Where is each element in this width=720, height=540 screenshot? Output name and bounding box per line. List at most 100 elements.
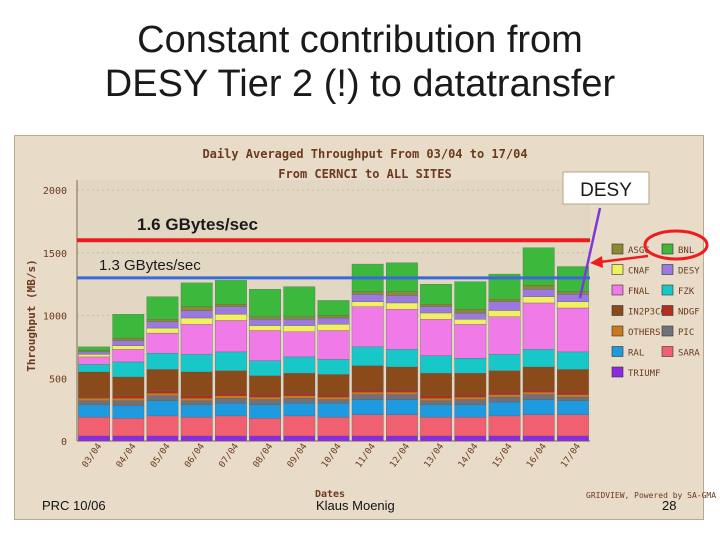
bar-segment-fnal bbox=[112, 349, 145, 363]
bar-segment-ndgf bbox=[78, 396, 110, 399]
legend-swatch-triumf bbox=[611, 366, 624, 378]
bar-segment-ndgf bbox=[317, 394, 350, 398]
bar-segment-in2p3cc bbox=[112, 376, 145, 396]
bar-segment-desy bbox=[146, 321, 179, 329]
bar-segment-in2p3cc bbox=[522, 366, 555, 390]
bar-segment-fnal bbox=[317, 330, 350, 360]
bar-segment-ral bbox=[180, 404, 213, 418]
bar-segment-ndgf bbox=[180, 395, 213, 399]
bar-segment-bnl bbox=[283, 286, 316, 317]
bar-segment-ndgf bbox=[488, 391, 521, 395]
bar-segment-fnal bbox=[488, 316, 521, 355]
bar-segment-desy bbox=[283, 319, 316, 326]
legend-label-asgc: ASGC bbox=[628, 246, 650, 256]
bar-segment-sara bbox=[146, 415, 179, 437]
bar-segment-triumf bbox=[180, 435, 213, 442]
x-tick-label: 05/04 bbox=[149, 442, 173, 470]
bar-segment-in2p3cc bbox=[283, 373, 316, 394]
slide-title-line-2: DESY Tier 2 (!) to datatransfer bbox=[104, 63, 616, 105]
bar-segment-pic bbox=[78, 400, 110, 405]
bar-segment-in2p3cc bbox=[78, 371, 110, 398]
bar-segment-ral bbox=[283, 403, 316, 417]
bar-segment-sara bbox=[112, 418, 145, 437]
bar-segment-fnal bbox=[454, 324, 487, 359]
bar-segment-desy bbox=[249, 319, 281, 326]
bar-segment-others bbox=[351, 391, 384, 395]
bar-segment-ral bbox=[488, 401, 521, 417]
bar-segment-fnal bbox=[351, 306, 384, 348]
bar-segment-cnaf bbox=[146, 327, 179, 334]
legend-label-ndgf: NDGF bbox=[678, 308, 700, 318]
bar-segment-fzk bbox=[215, 351, 247, 371]
bar-segment-sara bbox=[351, 414, 384, 437]
bar-segment-pic bbox=[488, 396, 521, 403]
bar-segment-fzk bbox=[78, 364, 110, 373]
x-tick-label: 16/04 bbox=[525, 442, 549, 470]
legend-label-fzk: FZK bbox=[678, 287, 695, 297]
bar-segment-pic bbox=[283, 398, 316, 404]
x-tick-label: 17/04 bbox=[559, 442, 583, 470]
bar-segment-asgc bbox=[454, 309, 487, 314]
bar-segment-in2p3cc bbox=[488, 370, 521, 393]
bar-segment-asgc bbox=[522, 285, 555, 290]
bar-segment-ral bbox=[454, 404, 487, 418]
bar-segment-ndgf bbox=[146, 390, 179, 394]
bar-segment-ndgf bbox=[454, 394, 487, 398]
bar-segment-fnal bbox=[283, 331, 316, 358]
bar-segment-cnaf bbox=[351, 301, 384, 307]
x-tick-label: 08/04 bbox=[252, 442, 276, 470]
x-tick-label: 04/04 bbox=[115, 442, 139, 470]
legend-swatch-fzk bbox=[661, 284, 674, 296]
bar-segment-triumf bbox=[146, 435, 179, 442]
bar-segment-in2p3cc bbox=[146, 369, 179, 391]
bar-segment-cnaf bbox=[249, 325, 281, 331]
bar-segment-cnaf bbox=[522, 296, 555, 304]
y-tick-label: 500 bbox=[49, 374, 67, 385]
bar-segment-others bbox=[317, 396, 350, 400]
x-tick-label: 12/04 bbox=[388, 442, 412, 470]
x-tick-label: 14/04 bbox=[457, 442, 481, 470]
bar-segment-others bbox=[283, 395, 316, 399]
bar-segment-ndgf bbox=[351, 389, 384, 393]
bar-segment-ral bbox=[351, 399, 384, 415]
bar-segment-in2p3cc bbox=[317, 374, 350, 395]
bar-segment-desy bbox=[180, 310, 213, 319]
bar-segment-pic bbox=[557, 396, 589, 401]
bar-segment-bnl bbox=[112, 314, 145, 339]
bar-segment-triumf bbox=[317, 435, 350, 442]
bar-segment-sara bbox=[317, 417, 350, 437]
x-tick-label: 10/04 bbox=[320, 442, 344, 470]
bar-segment-ndgf bbox=[420, 395, 452, 399]
chart-credit: GRIDVIEW, Powered by SA-GMA bbox=[586, 491, 716, 500]
reference-label-1300: 1.3 GBytes/sec bbox=[99, 257, 201, 274]
bar-segment-in2p3cc bbox=[454, 373, 487, 395]
bar-segment-asgc bbox=[386, 291, 418, 296]
bar-segment-fzk bbox=[317, 359, 350, 375]
bar-segment-fzk bbox=[146, 352, 179, 370]
bar-segment-asgc bbox=[351, 291, 384, 295]
bar-segment-desy bbox=[112, 340, 145, 346]
legend-swatch-pic bbox=[661, 325, 674, 337]
bar-segment-ndgf bbox=[215, 393, 247, 396]
bar-segment-triumf bbox=[420, 435, 452, 442]
page-number: 28 bbox=[662, 498, 677, 513]
bar-segment-fzk bbox=[454, 358, 487, 374]
bar-segment-fzk bbox=[386, 349, 418, 368]
bar-segment-pic bbox=[112, 400, 145, 407]
bar-segment-in2p3cc bbox=[215, 370, 247, 394]
bar-segment-in2p3cc bbox=[420, 373, 452, 396]
bar-segment-fzk bbox=[249, 360, 281, 376]
legend-label-pic: PIC bbox=[678, 328, 694, 338]
bar-segment-desy bbox=[557, 294, 589, 302]
legend-label-ral: RAL bbox=[628, 349, 644, 359]
bar-segment-fnal bbox=[557, 307, 589, 353]
bar-segment-pic bbox=[180, 400, 213, 405]
bar-segment-triumf bbox=[351, 435, 384, 442]
bar-segment-fnal bbox=[180, 324, 213, 355]
bar-segment-triumf bbox=[488, 435, 521, 442]
bar-segment-fnal bbox=[215, 320, 247, 353]
chart-title-line-2: From CERNCI to ALL SITES bbox=[278, 167, 452, 181]
bar-segment-in2p3cc bbox=[180, 371, 213, 396]
x-tick-label: 07/04 bbox=[217, 442, 241, 470]
bar-segment-desy bbox=[317, 317, 350, 325]
